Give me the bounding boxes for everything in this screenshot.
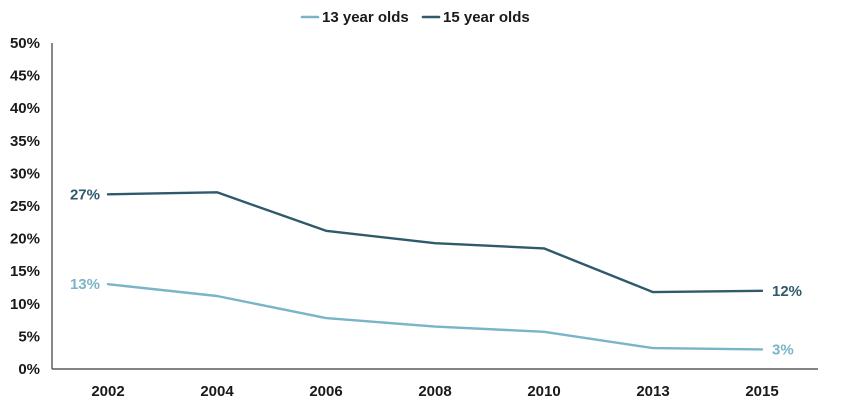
x-tick-label: 2006	[309, 383, 342, 400]
data-labels: 13% 3% 27% 12%	[70, 186, 802, 358]
y-axis: 0% 5% 10% 15% 20% 25% 30% 35% 40% 45% 50%	[10, 35, 53, 378]
legend-label: 15 year olds	[443, 9, 530, 26]
y-tick-label: 5%	[18, 328, 40, 345]
x-tick-label: 2008	[418, 383, 451, 400]
x-tick-label: 2002	[91, 383, 124, 400]
series-line-1	[106, 283, 764, 351]
y-tick-label: 15%	[10, 263, 40, 280]
y-tick-label: 0%	[18, 361, 40, 378]
y-tick-label: 20%	[10, 231, 40, 248]
y-tick-label: 45%	[10, 68, 40, 85]
x-tick-label: 2013	[636, 383, 669, 400]
y-tick-label: 10%	[10, 296, 40, 313]
x-tick-label: 2010	[527, 383, 560, 400]
series-end-label: 12%	[772, 283, 802, 300]
y-tick-label: 25%	[10, 198, 40, 215]
x-tick-label: 2004	[200, 383, 234, 400]
series-start-label: 27%	[70, 186, 100, 203]
series-layer	[106, 191, 764, 351]
y-tick-label: 50%	[10, 35, 40, 52]
legend: 13 year olds 15 year olds	[300, 9, 530, 26]
x-axis: 2002 2004 2006 2008 2010 2013 2015	[52, 368, 818, 400]
legend-label: 13 year olds	[322, 9, 409, 26]
y-tick-label: 35%	[10, 133, 40, 150]
series-start-label: 13%	[70, 276, 100, 293]
series-end-label: 3%	[772, 341, 794, 358]
y-tick-label: 30%	[10, 165, 40, 182]
x-tick-label: 2015	[745, 383, 778, 400]
y-tick-label: 40%	[10, 100, 40, 117]
series-line-2	[106, 191, 764, 294]
